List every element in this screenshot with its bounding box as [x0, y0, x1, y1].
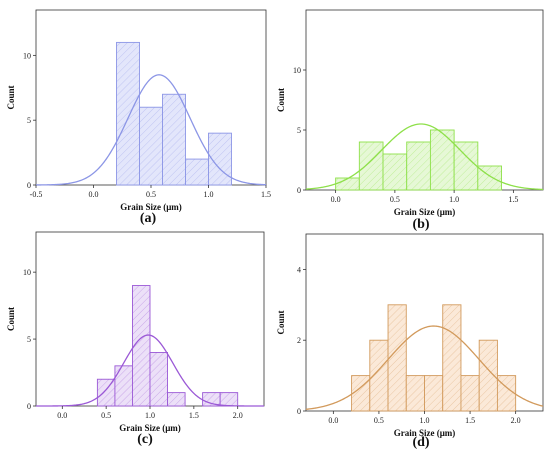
- histogram-bar: [382, 153, 408, 191]
- y-tick-label: 4: [297, 265, 301, 274]
- histogram-bar: [114, 365, 133, 407]
- x-axis-title: Grain Size (μm): [119, 423, 181, 433]
- y-axis-title: Count: [6, 307, 16, 331]
- chart-panel-1: -0.5 0.0 0.5 1.0 1.5 0 5 10 Grain Size (μm) Count…: [6, 9, 271, 226]
- histogram-bar: [167, 392, 186, 407]
- histogram-bar: [335, 177, 360, 191]
- x-tick-label: 0.5: [374, 416, 384, 425]
- panel-label: (b): [412, 217, 429, 232]
- panel-label: (c): [137, 432, 153, 447]
- x-tick-label: 1.5: [508, 195, 518, 204]
- x-tick-label: 0.0: [331, 195, 341, 204]
- x-tick-label: 1.0: [145, 411, 155, 420]
- x-tick-label: -0.5: [30, 190, 43, 199]
- x-tick-label: 0.0: [57, 411, 67, 420]
- x-tick-label: 1.0: [420, 416, 430, 425]
- histogram-bar: [132, 285, 151, 407]
- histogram-bar: [96, 378, 116, 407]
- panel-label: (a): [140, 211, 157, 226]
- normal-fit-curve: [305, 325, 544, 410]
- y-tick-label: 0: [27, 402, 31, 411]
- y-tick-label: 0: [297, 407, 301, 416]
- y-axis-title: Count: [276, 310, 286, 334]
- x-tick-label: 1.0: [449, 195, 459, 204]
- histogram-bar: [358, 141, 384, 191]
- y-tick-label: 5: [27, 335, 31, 344]
- histogram-bar: [387, 304, 407, 412]
- histogram-bar: [453, 141, 479, 191]
- histogram-bar: [405, 375, 425, 412]
- x-axis-title: Grain Size (μm): [120, 202, 182, 212]
- x-tick-label: 0.5: [146, 190, 156, 199]
- y-tick-label: 10: [23, 51, 31, 60]
- histogram-bar: [139, 106, 163, 186]
- y-axis-title: Count: [276, 88, 286, 112]
- panel-label: (d): [412, 435, 429, 450]
- histogram-bar: [116, 41, 140, 186]
- y-tick-label: 10: [23, 268, 31, 277]
- x-tick-label: 1.5: [261, 190, 271, 199]
- x-tick-label: 1.5: [465, 416, 475, 425]
- histogram-bar: [460, 375, 480, 412]
- x-tick-label: 2.0: [511, 416, 521, 425]
- histogram-bar: [429, 129, 455, 191]
- y-tick-label: 2: [297, 336, 301, 345]
- chart-panel-2: 0.0 0.5 1.0 1.5 0 5 10 Grain Size (μm) Count (b): [276, 9, 544, 232]
- y-tick-label: 5: [297, 126, 301, 135]
- x-tick-label: 1.5: [189, 411, 199, 420]
- x-tick-label: 0.5: [390, 195, 400, 204]
- histogram-bar: [208, 132, 232, 186]
- x-axis-title: Grain Size (μm): [394, 207, 456, 217]
- histogram-bar: [424, 375, 444, 412]
- x-tick-label: 0.0: [89, 190, 99, 199]
- y-tick-label: 5: [27, 116, 31, 125]
- y-tick-label: 0: [27, 181, 31, 190]
- y-axis-title: Count: [6, 85, 16, 109]
- normal-fit-curve: [35, 74, 267, 186]
- chart-panel-4: 0.0 0.5 1.0 1.5 2.0 0 2 4 Grain Size (μm) Count (d…: [276, 233, 544, 450]
- y-tick-label: 10: [293, 66, 301, 75]
- histogram-bar: [406, 141, 431, 191]
- histogram-bar: [149, 352, 168, 407]
- histogram-bar: [219, 392, 239, 407]
- x-tick-label: 2.0: [233, 411, 243, 420]
- histogram-bar: [162, 93, 186, 186]
- x-tick-label: 0.0: [328, 416, 338, 425]
- x-axis-title: Grain Size (μm): [394, 428, 456, 438]
- histogram-bar: [496, 375, 517, 412]
- histogram-bar: [442, 304, 462, 412]
- y-tick-label: 0: [297, 186, 301, 195]
- x-tick-label: 0.5: [101, 411, 111, 420]
- histogram-bar: [185, 158, 209, 186]
- normal-fit-curve: [36, 334, 264, 407]
- normal-fit-curve: [305, 123, 544, 191]
- x-tick-label: 1.0: [204, 190, 214, 199]
- chart-panel-3: 0.0 0.5 1.0 1.5 2.0 0 5 10 Grain Size (μm) Count (…: [6, 231, 265, 447]
